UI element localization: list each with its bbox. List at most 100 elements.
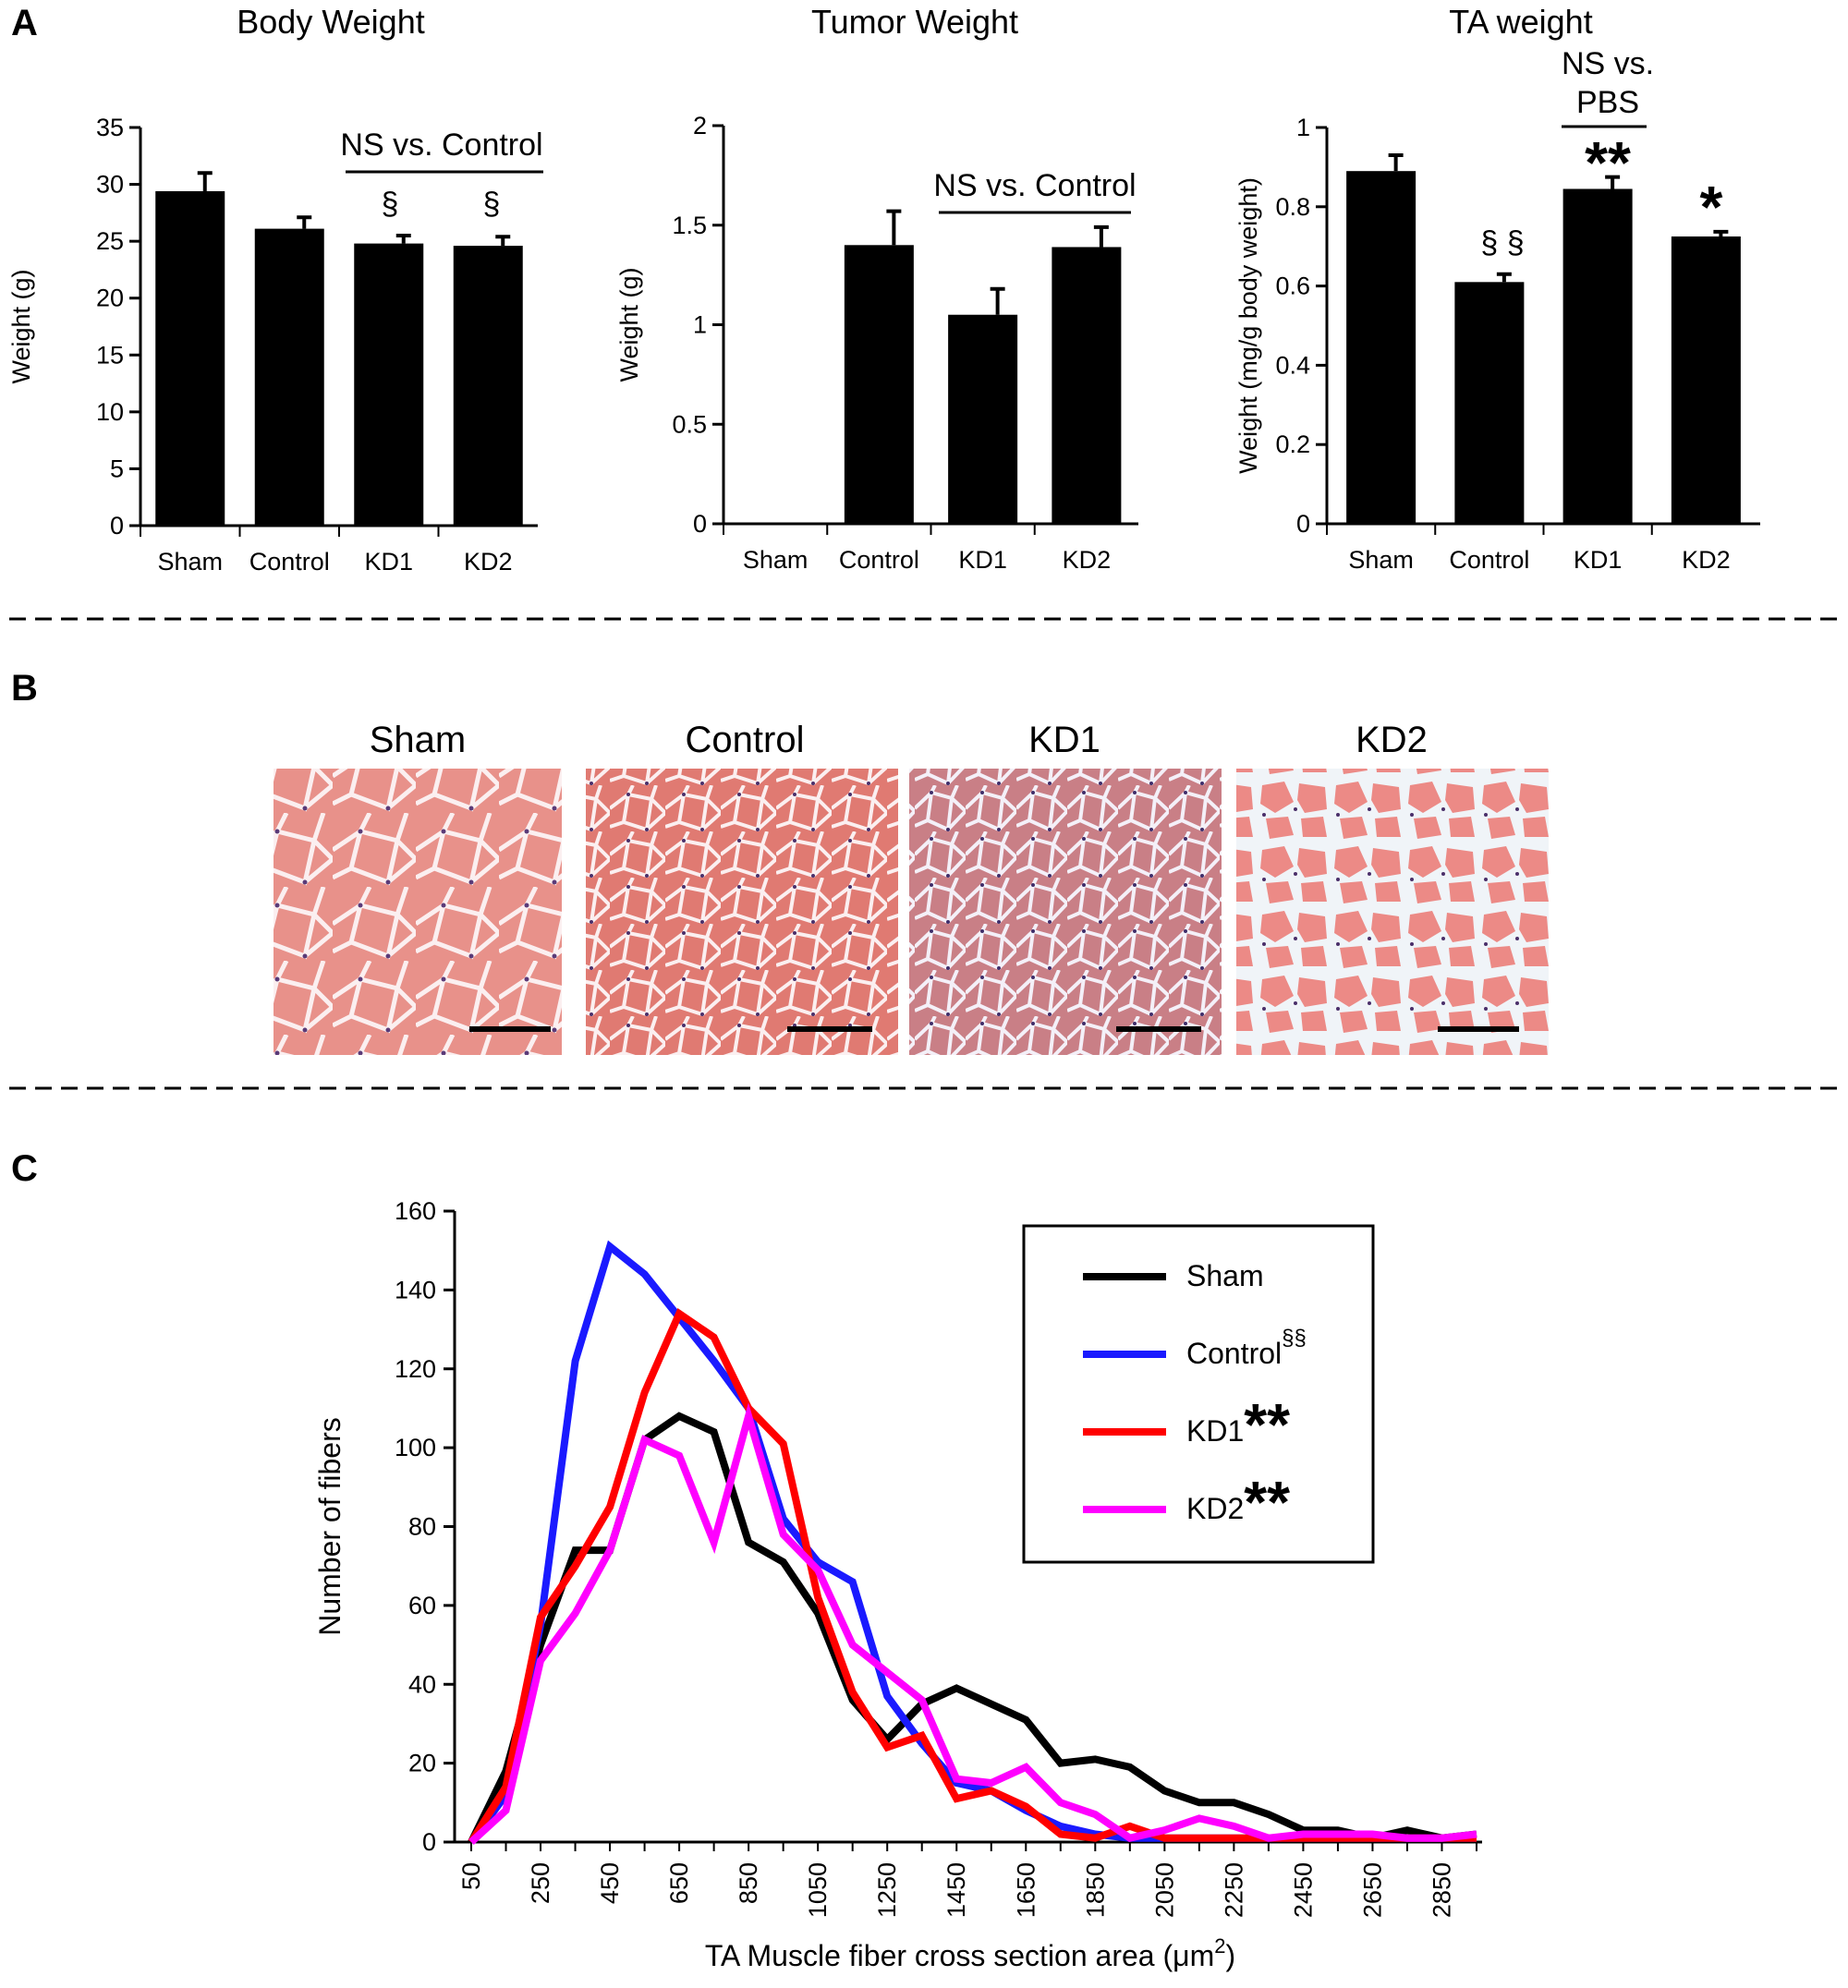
- tumor-weight-x-tick-label: Control: [839, 546, 919, 574]
- ta-weight-bar-control: [1454, 282, 1525, 524]
- histogram-y-tick-label: 80: [408, 1513, 436, 1541]
- histogram-y-tick-label: 100: [395, 1434, 436, 1461]
- histogram-x-tick-label: 1450: [942, 1862, 970, 1918]
- body-weight-bar-kd1: [354, 243, 424, 526]
- tumor-weight-y-tick-label: 1: [693, 311, 707, 339]
- histogram-x-tick-label: 1650: [1012, 1862, 1040, 1918]
- panel-label-c: C: [11, 1148, 38, 1189]
- body-weight-y-tick-label: 5: [110, 455, 124, 482]
- body-weight-y-tick-label: 0: [110, 512, 124, 539]
- body-weight-y-tick-label: 20: [96, 285, 124, 312]
- histogram-y-tick-label: 160: [395, 1197, 436, 1225]
- ta-weight-x-tick-label: KD1: [1574, 546, 1623, 574]
- body-weight-x-tick-label: KD1: [364, 548, 413, 576]
- histogram-x-tick-label: 1050: [804, 1862, 832, 1918]
- legend: Sham Control§§ KD1** KD2**: [1022, 1224, 1375, 1564]
- body-kd1-section: §: [382, 187, 399, 222]
- histology-label-kd2: KD2: [1356, 720, 1428, 760]
- ta-weight-y-tick-label: 0: [1296, 510, 1310, 538]
- histogram-x-tick-label: 2650: [1358, 1862, 1386, 1918]
- histogram-y-tick-label: 60: [408, 1592, 436, 1619]
- body-weight-annotations: NS vs. Control § §: [340, 127, 543, 222]
- tumor-weight-chart: Tumor Weight Weight (g) 0 0.5 1 1.5 2 Sham Contr…: [615, 3, 1138, 574]
- histogram-y-tick-label: 0: [422, 1828, 436, 1856]
- ta-weight-x-tick-label: Control: [1449, 546, 1529, 574]
- histogram-x-axis-label-end: ): [1225, 1939, 1235, 1972]
- ta-control-double-section: § §: [1480, 225, 1524, 261]
- body-kd2-section: §: [483, 187, 501, 222]
- body-weight-chart: Body Weight Weight (g) 0 5 10 15 20 25 30 35 Sham C…: [7, 3, 538, 576]
- histogram-y-tick-label: 140: [395, 1276, 436, 1303]
- histology-label-sham: Sham: [370, 720, 467, 760]
- ta-weight-x-tick-label: Sham: [1348, 546, 1414, 574]
- tumor-weight-bar-kd1: [948, 314, 1018, 524]
- legend-label-control-marker: §§: [1282, 1326, 1307, 1351]
- ta-weight-y-tick-label: 0.4: [1275, 351, 1310, 379]
- tumor-weight-x-tick-label: Sham: [743, 546, 808, 574]
- body-weight-y-tick-label: 25: [96, 227, 124, 255]
- body-weight-x-tick-label: KD2: [464, 548, 513, 576]
- tumor-weight-annotations: NS vs. Control: [933, 168, 1137, 214]
- histogram-x-tick-label: 2450: [1289, 1862, 1317, 1918]
- histogram-y-tick-label: 40: [408, 1670, 436, 1698]
- fiber-area-distribution-chart: 0 20 40 60 80 100 120 140 160 50 250 450 650 850 1050 1…: [313, 1197, 1482, 1972]
- body-weight-y-tick-label: 30: [96, 171, 124, 199]
- ta-weight-y-tick-label: 0.8: [1275, 193, 1310, 221]
- body-weight-title: Body Weight: [237, 3, 424, 41]
- ta-weight-y-tick-label: 0.2: [1275, 430, 1310, 458]
- ta-weight-y-axis-label: Weight (mg/g body weight): [1234, 177, 1262, 474]
- histology-image-control: [586, 769, 898, 1055]
- ta-ns-label-line2: PBS: [1576, 85, 1639, 120]
- body-weight-x-tick-label: Control: [249, 548, 330, 576]
- histogram-x-axis-label-sup: 2: [1214, 1934, 1225, 1958]
- tumor-weight-y-axis-label: Weight (g): [615, 267, 643, 382]
- tumor-weight-y-tick-label: 0.5: [672, 410, 707, 438]
- ta-ns-label-line1: NS vs.: [1562, 46, 1654, 81]
- series-line-kd2: [468, 1402, 1477, 1845]
- body-weight-bar-sham: [155, 190, 225, 526]
- histogram-x-axis-label-main: TA Muscle fiber cross section area (μm: [705, 1939, 1214, 1972]
- panel-label-b: B: [11, 668, 38, 709]
- legend-label-kd1: KD1**: [1186, 1391, 1290, 1458]
- histology-image-sham: [274, 769, 562, 1055]
- ta-weight-x-tick-label: KD2: [1682, 546, 1731, 574]
- tumor-weight-title: Tumor Weight: [811, 3, 1018, 41]
- ta-weight-bar-kd1: [1562, 188, 1633, 524]
- series-line-kd1: [468, 1307, 1477, 1845]
- histology-label-control: Control: [686, 720, 805, 760]
- ta-weight-bar-kd2: [1671, 236, 1741, 524]
- body-weight-y-axis-label: Weight (g): [7, 269, 35, 383]
- tumor-ns-label: NS vs. Control: [933, 168, 1136, 203]
- histogram-x-tick-label: 1850: [1081, 1862, 1109, 1918]
- tumor-weight-x-tick-label: KD1: [958, 546, 1007, 574]
- histogram-x-tick-label: 2050: [1150, 1862, 1178, 1918]
- panel-label-a: A: [11, 3, 38, 43]
- histogram-x-tick-label: 450: [596, 1862, 624, 1904]
- histology-image-kd2: [1236, 769, 1549, 1055]
- legend-label-kd1-name: KD1: [1186, 1414, 1244, 1448]
- body-weight-y-tick-label: 15: [96, 341, 124, 369]
- histology-row: Sham Control KD1 KD2: [274, 720, 1549, 1055]
- legend-box: [1022, 1224, 1375, 1564]
- histology-image-kd1: [909, 769, 1222, 1055]
- ta-weight-chart: TA weight Weight (mg/g body weight) 0 0.2 0.…: [1234, 3, 1760, 574]
- legend-label-sham: Sham: [1186, 1259, 1264, 1292]
- body-weight-y-tick-label: 35: [96, 114, 124, 141]
- body-ns-label: NS vs. Control: [340, 127, 542, 163]
- histogram-x-tick-label: 250: [527, 1862, 554, 1904]
- tumor-weight-x-tick-label: KD2: [1063, 546, 1112, 574]
- ta-weight-bar-sham: [1346, 171, 1416, 524]
- tumor-weight-bar-kd2: [1052, 247, 1122, 524]
- tumor-weight-bar-control: [844, 245, 914, 524]
- ta-weight-title: TA weight: [1449, 3, 1592, 41]
- legend-label-kd2: KD2**: [1186, 1469, 1290, 1535]
- ta-weight-y-tick-label: 1: [1296, 114, 1310, 141]
- tumor-weight-y-tick-label: 0: [693, 510, 707, 538]
- histogram-y-axis-label: Number of fibers: [313, 1417, 346, 1636]
- histogram-x-tick-label: 1250: [873, 1862, 901, 1918]
- histogram-y-tick-label: 20: [408, 1750, 436, 1777]
- ta-weight-annotations: NS vs. PBS § § ** *: [1480, 46, 1722, 261]
- legend-label-kd2-name: KD2: [1186, 1492, 1244, 1525]
- ta-weight-y-tick-label: 0.6: [1275, 273, 1310, 300]
